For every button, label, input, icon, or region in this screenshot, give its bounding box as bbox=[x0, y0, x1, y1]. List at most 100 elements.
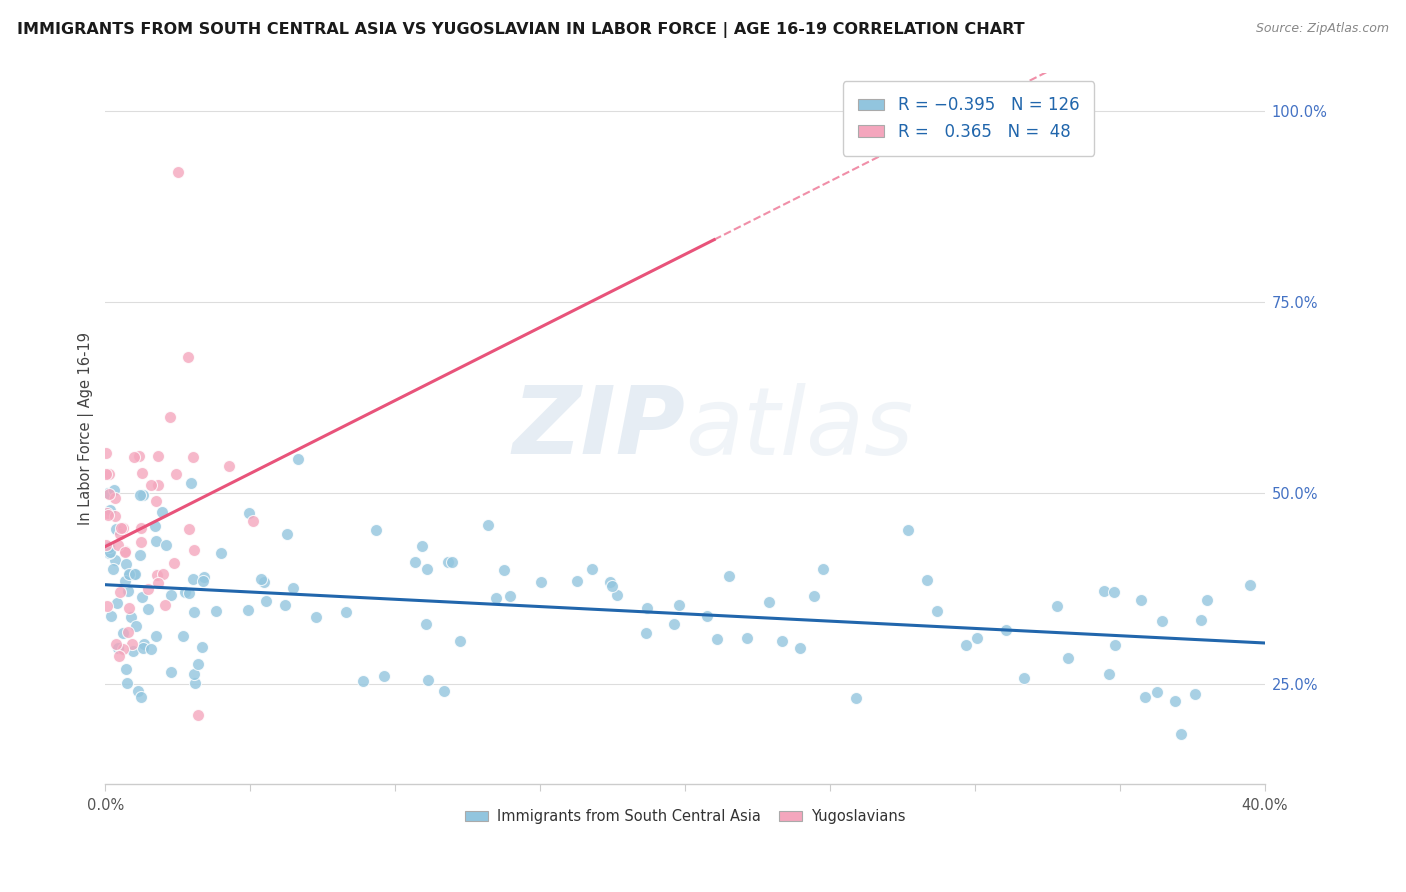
Point bbox=[118, 568, 141, 582]
Point bbox=[498, 589, 520, 603]
Point bbox=[477, 518, 499, 533]
Point bbox=[191, 640, 214, 654]
Legend: Immigrants from South Central Asia, Yugoslavians: Immigrants from South Central Asia, Yugo… bbox=[460, 803, 911, 830]
Point bbox=[432, 684, 454, 698]
Point bbox=[287, 452, 309, 467]
Point bbox=[139, 641, 162, 656]
Point bbox=[110, 527, 132, 541]
Point bbox=[98, 487, 121, 501]
Point bbox=[636, 625, 658, 640]
Point bbox=[181, 450, 204, 464]
Point bbox=[181, 572, 204, 586]
Point bbox=[105, 596, 128, 610]
Point bbox=[122, 566, 145, 581]
Point bbox=[352, 673, 374, 688]
Point bbox=[253, 575, 276, 590]
Point bbox=[117, 584, 139, 599]
Point bbox=[1092, 584, 1115, 599]
Point bbox=[97, 467, 120, 482]
Point bbox=[581, 562, 603, 576]
Point bbox=[1046, 599, 1069, 613]
Point bbox=[416, 562, 439, 576]
Point bbox=[758, 595, 780, 609]
Text: atlas: atlas bbox=[685, 383, 914, 474]
Point bbox=[98, 545, 121, 559]
Point bbox=[1130, 592, 1153, 607]
Point bbox=[129, 548, 152, 562]
Point bbox=[111, 521, 134, 535]
Point bbox=[122, 450, 145, 464]
Point bbox=[1133, 690, 1156, 705]
Point bbox=[101, 562, 124, 576]
Point bbox=[118, 601, 141, 615]
Point bbox=[1146, 684, 1168, 698]
Point bbox=[94, 446, 117, 460]
Point bbox=[120, 610, 142, 624]
Point bbox=[236, 603, 259, 617]
Point bbox=[146, 478, 169, 492]
Point bbox=[122, 644, 145, 658]
Point bbox=[995, 624, 1018, 638]
Point bbox=[242, 514, 264, 528]
Point bbox=[155, 538, 177, 552]
Point bbox=[636, 601, 658, 615]
Point bbox=[492, 563, 515, 577]
Point bbox=[706, 632, 728, 647]
Point bbox=[112, 641, 135, 656]
Point bbox=[145, 629, 167, 643]
Point bbox=[132, 637, 155, 651]
Point bbox=[163, 557, 186, 571]
Point bbox=[1170, 726, 1192, 740]
Point bbox=[254, 594, 277, 608]
Point bbox=[146, 449, 169, 463]
Point bbox=[132, 640, 155, 655]
Point bbox=[104, 491, 127, 506]
Point bbox=[177, 586, 200, 600]
Point bbox=[117, 624, 139, 639]
Point bbox=[129, 487, 152, 501]
Point bbox=[209, 546, 232, 560]
Point bbox=[335, 606, 357, 620]
Point bbox=[218, 459, 240, 474]
Point bbox=[250, 572, 273, 586]
Point bbox=[436, 556, 458, 570]
Point bbox=[602, 579, 624, 593]
Point bbox=[364, 524, 387, 538]
Point bbox=[567, 574, 589, 589]
Point bbox=[97, 486, 120, 500]
Point bbox=[238, 506, 260, 520]
Point bbox=[204, 604, 226, 618]
Point bbox=[1104, 585, 1126, 599]
Point bbox=[104, 553, 127, 567]
Point bbox=[160, 588, 183, 602]
Point bbox=[114, 545, 136, 559]
Point bbox=[124, 566, 146, 581]
Point bbox=[281, 582, 304, 596]
Point bbox=[104, 637, 127, 651]
Point bbox=[172, 629, 194, 643]
Point bbox=[97, 541, 120, 555]
Point bbox=[94, 467, 117, 481]
Point bbox=[131, 591, 153, 605]
Point bbox=[184, 675, 207, 690]
Point bbox=[1104, 638, 1126, 652]
Point bbox=[127, 683, 149, 698]
Point bbox=[114, 662, 136, 676]
Point bbox=[662, 617, 685, 632]
Point bbox=[145, 494, 167, 508]
Point bbox=[1239, 578, 1261, 592]
Point bbox=[139, 478, 162, 492]
Point bbox=[131, 690, 153, 704]
Point bbox=[118, 567, 141, 582]
Point bbox=[136, 601, 159, 615]
Point bbox=[136, 582, 159, 597]
Point bbox=[166, 165, 188, 179]
Point bbox=[177, 351, 200, 365]
Point bbox=[143, 518, 166, 533]
Point bbox=[193, 570, 215, 584]
Point bbox=[121, 637, 143, 651]
Text: IMMIGRANTS FROM SOUTH CENTRAL ASIA VS YUGOSLAVIAN IN LABOR FORCE | AGE 16-19 COR: IMMIGRANTS FROM SOUTH CENTRAL ASIA VS YU… bbox=[17, 22, 1025, 38]
Point bbox=[955, 638, 977, 652]
Point bbox=[129, 534, 152, 549]
Point bbox=[606, 588, 628, 602]
